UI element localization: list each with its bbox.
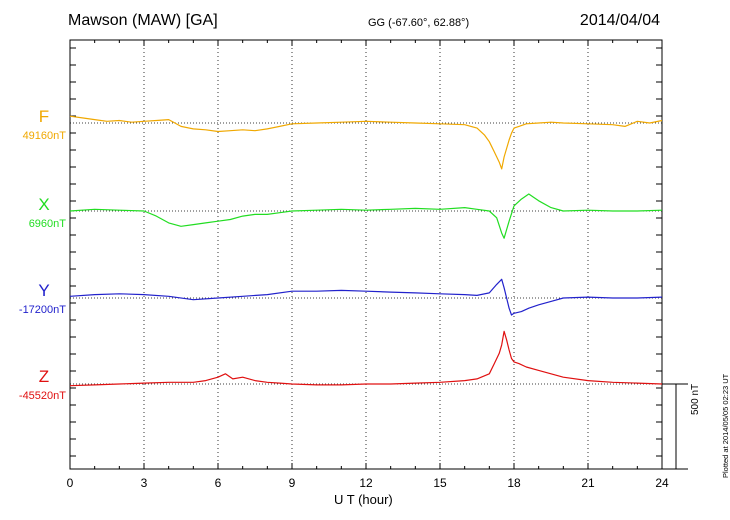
x-tick-label: 3	[140, 476, 148, 490]
station-title: Mawson (MAW) [GA]	[68, 12, 218, 29]
x-tick-label: 9	[288, 476, 296, 490]
baseline-label-f: 49160nT	[22, 130, 66, 142]
baseline-label-y: -17200nT	[18, 304, 66, 316]
series-line-y	[69, 278, 663, 316]
component-label-z: Z	[38, 367, 50, 386]
x-tick-label: 15	[433, 476, 447, 490]
x-tick-label: 21	[581, 476, 595, 490]
x-tick-label: 12	[359, 476, 373, 490]
series-line-f	[69, 115, 663, 170]
x-tick-label: 6	[214, 476, 222, 490]
scale-bar-label: 500 nT	[690, 383, 701, 415]
baseline-label-z: -45520nT	[18, 390, 66, 402]
series-line-z	[69, 330, 663, 387]
x-axis-label: U T (hour)	[334, 492, 393, 507]
x-tick-label: 18	[507, 476, 521, 490]
component-label-x: X	[38, 195, 50, 214]
component-label-y: Y	[38, 281, 50, 300]
chart-date: 2014/04/04	[579, 12, 660, 29]
plotted-timestamp: Plotted at 2014/05/05 02:23 UT	[721, 373, 730, 478]
series-line-x	[69, 193, 663, 239]
x-tick-label: 24	[655, 476, 669, 490]
x-tick-label: 0	[66, 476, 74, 490]
station-coordinates: GG (-67.60°, 62.88°)	[368, 17, 470, 29]
component-label-f: F	[38, 107, 50, 126]
baseline-label-x: 6960nT	[28, 218, 66, 230]
